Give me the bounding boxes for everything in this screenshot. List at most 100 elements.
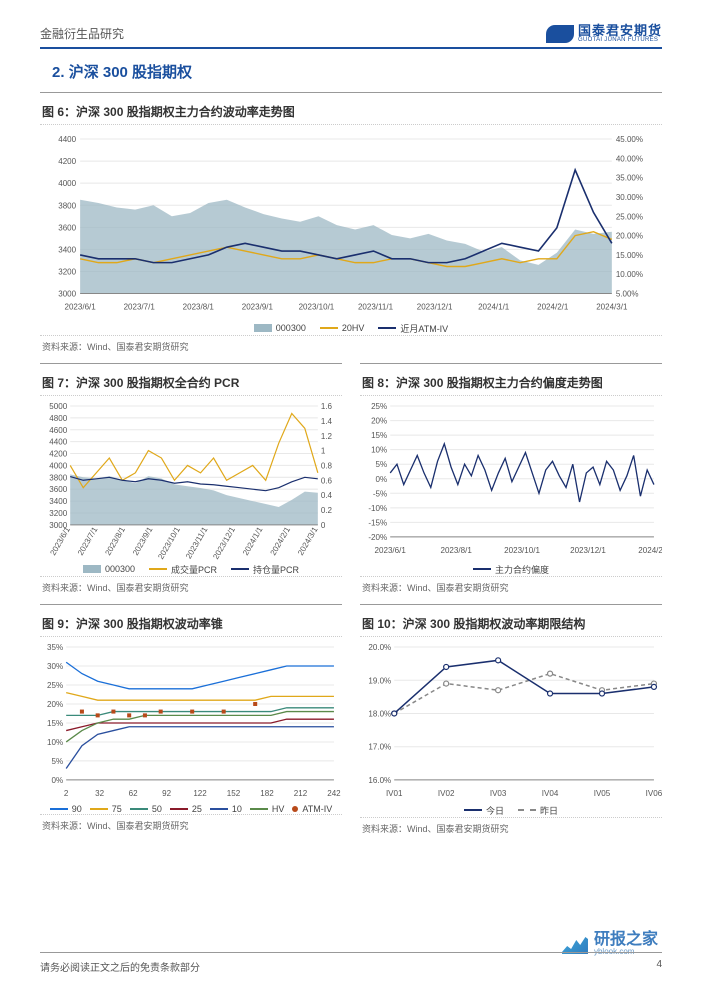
svg-text:2023/6/1: 2023/6/1: [65, 303, 97, 312]
svg-text:3200: 3200: [49, 509, 67, 518]
svg-text:3600: 3600: [49, 485, 67, 494]
svg-text:30.00%: 30.00%: [616, 193, 643, 202]
logo-icon: [546, 25, 574, 43]
section-title: 2. 沪深 300 股指期权: [52, 61, 662, 82]
svg-text:2024/2/1: 2024/2/1: [638, 546, 662, 555]
svg-text:92: 92: [162, 789, 171, 798]
svg-text:3200: 3200: [58, 267, 76, 276]
svg-text:10%: 10%: [47, 738, 63, 747]
svg-text:3000: 3000: [58, 290, 76, 299]
legend-item: 90: [50, 804, 82, 814]
logo-en: GUOTAI JUNAN FUTURES: [578, 37, 662, 43]
svg-text:20.00%: 20.00%: [616, 232, 643, 241]
legend-item: 50: [130, 804, 162, 814]
svg-text:3800: 3800: [58, 201, 76, 210]
fig10-chart: 16.0%17.0%18.0%19.0%20.0%IV01IV02IV03IV0…: [360, 641, 662, 802]
svg-text:2024/2/1: 2024/2/1: [269, 525, 293, 557]
svg-text:20%: 20%: [47, 700, 63, 709]
svg-text:122: 122: [193, 789, 207, 798]
svg-text:4800: 4800: [49, 414, 67, 423]
legend-item: 20HV: [320, 322, 365, 335]
fig9-source: 资料来源：Wind、国泰君安期货研究: [40, 814, 342, 840]
legend-item: 000300: [83, 563, 135, 576]
legend-item: 000300: [254, 322, 306, 335]
legend-item: 成交量PCR: [149, 563, 217, 576]
svg-text:18.0%: 18.0%: [368, 709, 391, 718]
svg-text:19.0%: 19.0%: [368, 676, 391, 685]
svg-text:30%: 30%: [47, 662, 63, 671]
svg-text:15%: 15%: [47, 719, 63, 728]
svg-text:182: 182: [260, 789, 274, 798]
svg-text:4400: 4400: [49, 437, 67, 446]
svg-text:2023/11/1: 2023/11/1: [358, 303, 394, 312]
svg-text:2024/3/1: 2024/3/1: [596, 303, 628, 312]
svg-text:152: 152: [227, 789, 241, 798]
svg-text:5000: 5000: [49, 402, 67, 411]
legend-item: 75: [90, 804, 122, 814]
watermark-text: 研报之家: [594, 932, 658, 948]
svg-text:IV03: IV03: [490, 789, 507, 798]
svg-text:0%: 0%: [52, 776, 64, 785]
svg-text:16.0%: 16.0%: [368, 776, 391, 785]
svg-text:2023/10/1: 2023/10/1: [156, 525, 182, 561]
legend-item: 10: [210, 804, 242, 814]
svg-text:35%: 35%: [47, 643, 63, 652]
svg-text:2023/10/1: 2023/10/1: [504, 546, 540, 555]
fig10-legend: 今日昨日: [360, 804, 662, 817]
svg-text:2023/12/1: 2023/12/1: [570, 546, 606, 555]
svg-text:0.6: 0.6: [321, 476, 333, 485]
section-number: 2.: [52, 64, 65, 81]
fig7-title: 图 7：沪深 300 股指期权全合约 PCR: [40, 370, 342, 396]
legend-item: 昨日: [518, 804, 558, 817]
svg-text:4600: 4600: [49, 425, 67, 434]
fig6-source: 资料来源：Wind、国泰君安期货研究: [40, 335, 662, 361]
svg-text:242: 242: [327, 789, 341, 798]
fig8-title: 图 8：沪深 300 股指期权主力合约偏度走势图: [360, 370, 662, 396]
svg-text:-10%: -10%: [368, 503, 387, 512]
svg-text:2: 2: [64, 789, 69, 798]
svg-text:62: 62: [129, 789, 138, 798]
fig8-block: 图 8：沪深 300 股指期权主力合约偏度走势图 -20%-15%-10%-5%…: [360, 363, 662, 602]
svg-text:15%: 15%: [371, 431, 387, 440]
legend-item: 近月ATM-IV: [378, 322, 448, 335]
svg-text:32: 32: [95, 789, 104, 798]
svg-text:20%: 20%: [371, 416, 387, 425]
svg-text:2023/12/1: 2023/12/1: [417, 303, 453, 312]
svg-text:2023/6/1: 2023/6/1: [375, 546, 407, 555]
fig9-chart: 0%5%10%15%20%25%30%35%232629212215218221…: [40, 641, 342, 802]
svg-text:25.00%: 25.00%: [616, 212, 643, 221]
page-header: 金融衍生品研究 国泰君安期货 GUOTAI JUNAN FUTURES: [40, 24, 662, 49]
page-footer: 请务必阅读正文之后的免责条款部分 4: [40, 952, 662, 974]
fig6-block: 图 6：沪深 300 股指期权主力合约波动率走势图 3000 3200 3400 36…: [40, 92, 662, 361]
footer-page-number: 4: [656, 959, 662, 974]
svg-text:2023/9/1: 2023/9/1: [242, 303, 274, 312]
fig8-source: 资料来源：Wind、国泰君安期货研究: [360, 576, 662, 602]
doc-category: 金融衍生品研究: [40, 25, 124, 42]
svg-text:4000: 4000: [49, 461, 67, 470]
svg-text:1.4: 1.4: [321, 417, 333, 426]
svg-text:2023/11/1: 2023/11/1: [184, 525, 210, 560]
svg-text:3400: 3400: [58, 245, 76, 254]
svg-text:2023/8/1: 2023/8/1: [440, 546, 472, 555]
svg-text:4200: 4200: [58, 157, 76, 166]
fig10-title: 图 10：沪深 300 股指期权波动率期限结构: [360, 611, 662, 637]
section-heading: 沪深 300 股指期权: [69, 64, 192, 81]
fig7-block: 图 7：沪深 300 股指期权全合约 PCR 30003200340036003…: [40, 363, 342, 602]
fig9-block: 图 9：沪深 300 股指期权波动率锥 0%5%10%15%20%25%30%3…: [40, 604, 342, 843]
svg-text:IV04: IV04: [542, 789, 559, 798]
fig9-title: 图 9：沪深 300 股指期权波动率锥: [40, 611, 342, 637]
svg-text:2023/9/1: 2023/9/1: [131, 525, 155, 557]
svg-text:0.4: 0.4: [321, 491, 333, 500]
fig6-title: 图 6：沪深 300 股指期权主力合约波动率走势图: [40, 99, 662, 125]
svg-text:2023/7/1: 2023/7/1: [124, 303, 156, 312]
fig7-source: 资料来源：Wind、国泰君安期货研究: [40, 576, 342, 602]
legend-item: 25: [170, 804, 202, 814]
svg-text:2023/10/1: 2023/10/1: [299, 303, 335, 312]
svg-text:3600: 3600: [58, 223, 76, 232]
svg-text:-5%: -5%: [373, 489, 387, 498]
fig8-legend: 主力合约偏度: [360, 563, 662, 576]
svg-text:4400: 4400: [58, 135, 76, 144]
svg-text:IV06: IV06: [646, 789, 662, 798]
fig6-chart: 300032003400360038004000420044005.00%10.…: [40, 129, 662, 320]
svg-text:212: 212: [294, 789, 308, 798]
